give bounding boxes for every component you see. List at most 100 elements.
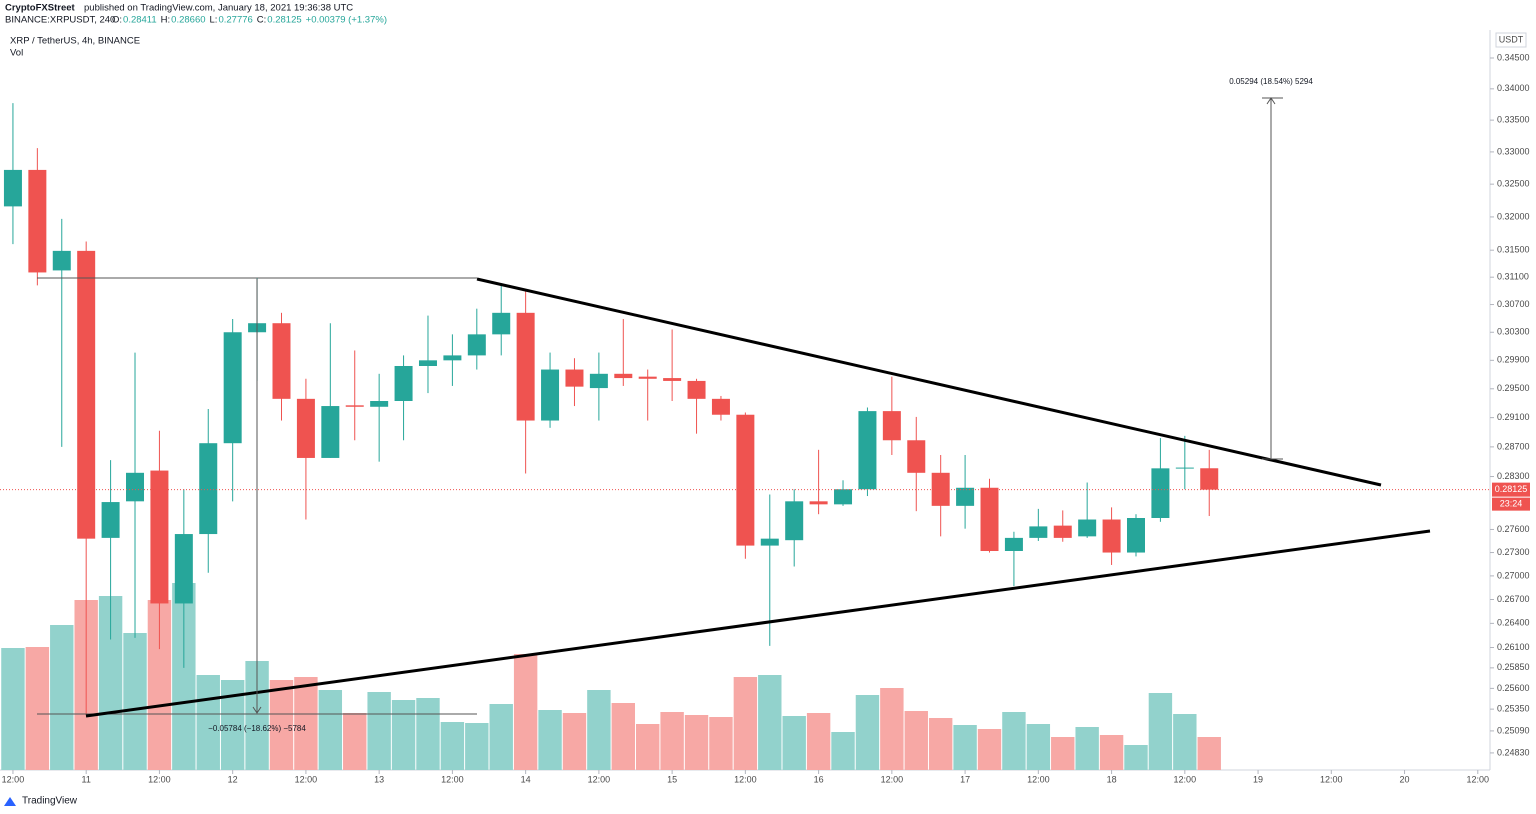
quote-value: 0.28125 bbox=[267, 15, 301, 26]
candle-body bbox=[1004, 537, 1023, 551]
measure-arrow bbox=[252, 706, 262, 714]
volume-bar bbox=[855, 695, 880, 770]
volume-bar bbox=[880, 688, 904, 770]
y-tick-label: 0.29500 bbox=[1497, 383, 1530, 393]
volume-bar bbox=[294, 677, 318, 770]
candle-body bbox=[52, 250, 71, 271]
volume-bar bbox=[196, 675, 220, 770]
countdown-box bbox=[1492, 497, 1530, 511]
x-tick-label: 12:00 bbox=[295, 774, 318, 784]
y-tick-label: 0.31500 bbox=[1497, 245, 1530, 255]
logo[interactable]: TradingView bbox=[4, 796, 78, 807]
x-tick-label: 11 bbox=[82, 774, 91, 784]
candle-body bbox=[907, 440, 926, 473]
candle-body bbox=[1053, 525, 1072, 538]
unit-label: USDT bbox=[1499, 34, 1524, 44]
y-tick-label: 0.27300 bbox=[1497, 547, 1530, 557]
volume-bar bbox=[782, 716, 806, 770]
candle-body bbox=[858, 411, 877, 490]
target-arrow bbox=[1266, 97, 1276, 105]
volume-bar bbox=[953, 725, 977, 770]
candle-body bbox=[394, 365, 413, 402]
volume-bar bbox=[977, 729, 1002, 770]
last-price-box bbox=[1492, 482, 1530, 497]
candle-body bbox=[638, 376, 657, 379]
y-tick-label: 0.26400 bbox=[1497, 618, 1530, 628]
candle-body bbox=[126, 472, 145, 502]
candle-body bbox=[834, 489, 853, 505]
volume-bar bbox=[1075, 727, 1099, 770]
volume-bar bbox=[538, 710, 562, 770]
candle-body bbox=[687, 380, 706, 399]
volume-bar bbox=[1, 648, 25, 770]
candle-body bbox=[174, 534, 193, 604]
volume-bar bbox=[1026, 724, 1051, 770]
volume-bar bbox=[513, 654, 538, 770]
y-tick-label: 0.26700 bbox=[1497, 594, 1530, 604]
quote-label: O: bbox=[112, 15, 122, 26]
target-annotation: 0.05294 (18.54%) 5294 bbox=[1229, 77, 1313, 86]
quote-label: L: bbox=[210, 15, 218, 26]
x-tick-label: 12:00 bbox=[881, 774, 904, 784]
y-tick-label: 0.25600 bbox=[1497, 683, 1530, 693]
y-tick-label: 0.28300 bbox=[1497, 471, 1530, 481]
drawings: 0.05294 (18.54%) 5294 −0.05784 (−18.62%)… bbox=[37, 77, 1431, 733]
unit-box[interactable] bbox=[1495, 32, 1527, 48]
volume-bar bbox=[391, 700, 416, 770]
y-tick-label: 0.25350 bbox=[1497, 703, 1530, 713]
volume-bar bbox=[50, 625, 74, 770]
x-tick-label: 16 bbox=[814, 774, 824, 784]
volume-bar bbox=[611, 703, 636, 770]
candle-body bbox=[809, 501, 828, 505]
candle-body bbox=[1200, 468, 1219, 490]
candle-body bbox=[736, 414, 755, 546]
quote-value: 0.28660 bbox=[171, 15, 205, 26]
volume-label: Vol bbox=[10, 48, 23, 59]
volume-bar bbox=[1173, 714, 1197, 770]
quote-value: 0.28411 bbox=[123, 15, 157, 26]
volume-bar bbox=[1099, 735, 1124, 770]
symbol: BINANCE:XRPUSDT, 240 bbox=[5, 15, 115, 26]
candle-body bbox=[370, 401, 389, 407]
candle-body bbox=[77, 250, 96, 539]
x-tick-label: 15 bbox=[667, 774, 677, 784]
volume-bar bbox=[806, 713, 831, 770]
x-tick-label: 12:00 bbox=[588, 774, 611, 784]
candle-body bbox=[28, 169, 47, 273]
x-tick-label: 12 bbox=[228, 774, 238, 784]
volume-bar bbox=[98, 596, 123, 770]
candle-body bbox=[1029, 526, 1048, 538]
quote-value: 0.27776 bbox=[218, 15, 252, 26]
last-price-label: 0.28125 bbox=[1495, 484, 1528, 494]
candle-body bbox=[785, 501, 804, 541]
volume-bar bbox=[587, 690, 611, 770]
y-tick-label: 0.27600 bbox=[1497, 524, 1530, 534]
candle-body bbox=[980, 487, 999, 551]
x-tick-label: 17 bbox=[960, 774, 970, 784]
measure-annotation: −0.05784 (−18.62%) −5784 bbox=[208, 724, 306, 733]
volume-bar bbox=[1148, 693, 1173, 770]
volume-bar bbox=[684, 715, 709, 770]
volume-bar bbox=[928, 718, 953, 770]
volume-bar bbox=[1124, 745, 1148, 770]
candle-body bbox=[516, 312, 535, 421]
candle-body bbox=[199, 443, 218, 535]
plot: 0.34500 0.34000 0.33500 0.33000 0.32500 0.320… bbox=[0, 52, 1530, 784]
candle-body bbox=[760, 538, 779, 546]
lower-trendline bbox=[85, 529, 1431, 718]
y-tick-label: 0.33500 bbox=[1497, 115, 1530, 125]
candle-body bbox=[711, 398, 730, 415]
volume-bar bbox=[147, 600, 172, 770]
x-tick-label: 12:00 bbox=[148, 774, 171, 784]
volume-bar bbox=[562, 713, 587, 770]
candle-body bbox=[272, 323, 291, 399]
candle-body bbox=[931, 472, 950, 506]
volume-bar bbox=[440, 722, 465, 770]
quote-label: H: bbox=[161, 15, 171, 26]
candle-body bbox=[3, 169, 22, 207]
volume-bar bbox=[269, 680, 294, 770]
y-tick-label: 0.29900 bbox=[1497, 355, 1530, 365]
volume-bar bbox=[416, 698, 440, 770]
volume-bar bbox=[1051, 737, 1075, 770]
